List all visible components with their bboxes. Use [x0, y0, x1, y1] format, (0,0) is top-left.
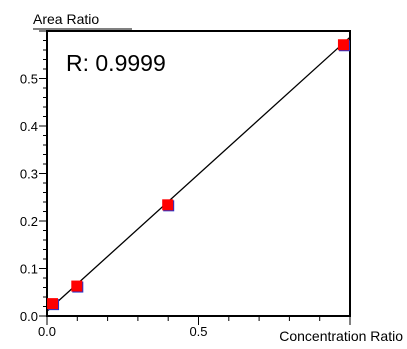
y-axis-title: Area Ratio [33, 11, 99, 27]
data-point-0 [47, 298, 59, 310]
regression-line [46, 36, 351, 312]
y-tick-label: 0.2 [20, 214, 38, 229]
x-tick-label: 0.5 [189, 324, 207, 339]
data-point-1 [71, 280, 83, 292]
r-value-annotation: R: 0.9999 [66, 50, 166, 76]
y-tick-label: 0.0 [20, 309, 38, 324]
y-tick-label: 0.1 [20, 262, 38, 277]
data-point-2 [162, 199, 174, 211]
y-tick-label: 0.3 [20, 167, 38, 182]
y-tick-label: 0.4 [20, 119, 38, 134]
data-point-3 [337, 39, 349, 51]
y-tick-label: 0.5 [20, 72, 38, 87]
x-tick-label: 0.0 [38, 324, 56, 339]
x-axis-title: Concentration Ratio [279, 328, 403, 344]
